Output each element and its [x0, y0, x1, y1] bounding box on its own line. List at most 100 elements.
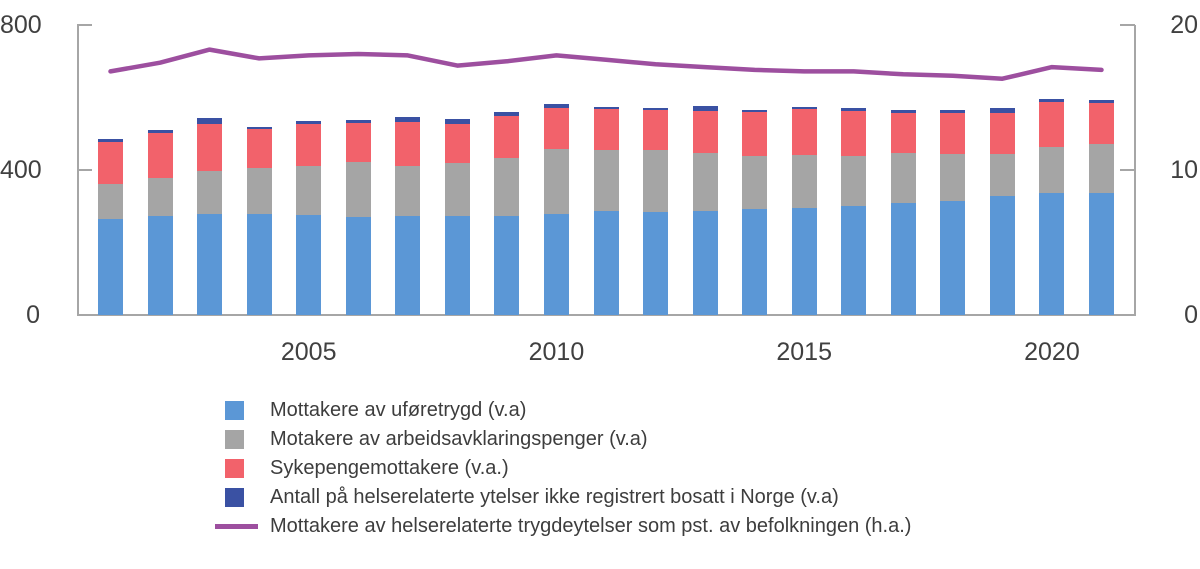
- bar-2017-arbeidsavklaringspenger: [890, 153, 916, 204]
- bar-2003-uforetrygd: [197, 213, 223, 315]
- left-axis-label-800: 800: [0, 11, 42, 39]
- legend-label: Mottakere av helserelaterte trygdeytelse…: [270, 515, 912, 537]
- bar-2019-arbeidsavklaringspenger: [989, 154, 1015, 196]
- bar-2005-uforetrygd: [296, 214, 322, 315]
- pst-av-befolkningen-line-swatch-icon: [215, 524, 258, 529]
- bar-2006-uforetrygd: [345, 216, 371, 315]
- bar-2009-sykepenger: [494, 115, 520, 158]
- bar-2020-ikke-registrert-bosatt: [1039, 99, 1065, 102]
- x-axis-label-2020: 2020: [1024, 338, 1080, 366]
- bar-2016-uforetrygd: [841, 205, 867, 315]
- bar-2017-ikke-registrert-bosatt: [890, 110, 916, 113]
- legend: Mottakere av uføretrygd (v.a) Motakere av…: [215, 396, 911, 541]
- bar-2020-arbeidsavklaringspenger: [1039, 146, 1065, 193]
- bar-2011-ikke-registrert-bosatt: [593, 107, 619, 110]
- left-axis-label-400: 400: [0, 156, 42, 184]
- legend-swatch-cell: [215, 524, 270, 529]
- bar-2012-uforetrygd: [643, 211, 669, 315]
- bar-2009-arbeidsavklaringspenger: [494, 157, 520, 217]
- bar-2007-sykepenger: [395, 121, 421, 166]
- bar-2012-sykepenger: [643, 109, 669, 151]
- legend-item-sykepenger: Sykepengemottakere (v.a.): [215, 454, 911, 483]
- legend-item-pst-av-befolkningen: Mottakere av helserelaterte trygdeytelse…: [215, 512, 911, 541]
- bar-2002-arbeidsavklaringspenger: [147, 178, 173, 217]
- bar-2002-sykepenger: [147, 133, 173, 179]
- bar-2006-sykepenger: [345, 122, 371, 163]
- bar-2010-uforetrygd: [543, 213, 569, 315]
- bar-2010-sykepenger: [543, 108, 569, 150]
- bar-2005-arbeidsavklaringspenger: [296, 166, 322, 215]
- x-axis-line: [77, 314, 1136, 316]
- bar-2019-ikke-registrert-bosatt: [989, 107, 1015, 114]
- bar-2004-ikke-registrert-bosatt: [246, 126, 272, 130]
- bar-2001-sykepenger: [98, 142, 123, 185]
- bar-2021-arbeidsavklaringspenger: [1089, 144, 1114, 193]
- bar-2009-uforetrygd: [494, 216, 520, 315]
- left-axis-label-0: 0: [26, 301, 40, 329]
- legend-label: Sykepengemottakere (v.a.): [270, 457, 509, 479]
- x-axis-label-2005: 2005: [280, 338, 337, 366]
- legend-item-uforetrygd: Mottakere av uføretrygd (v.a): [215, 396, 911, 425]
- bar-2012-arbeidsavklaringspenger: [643, 150, 669, 212]
- right-axis-label-20: 20: [1170, 11, 1198, 39]
- bar-2014-arbeidsavklaringspenger: [742, 155, 768, 209]
- bar-2001-ikke-registrert-bosatt: [98, 139, 123, 143]
- bar-2003-arbeidsavklaringspenger: [197, 170, 223, 214]
- bar-2018-arbeidsavklaringspenger: [940, 154, 966, 202]
- bar-2015-uforetrygd: [791, 208, 817, 315]
- legend-swatch-cell: [215, 401, 270, 420]
- bar-2010-arbeidsavklaringspenger: [543, 149, 569, 214]
- bar-2021-ikke-registrert-bosatt: [1089, 100, 1114, 103]
- bar-2011-sykepenger: [593, 109, 619, 151]
- left-axis-tick-400: [77, 169, 92, 171]
- bar-2020-sykepenger: [1039, 101, 1065, 147]
- bar-2008-sykepenger: [444, 123, 470, 164]
- bar-2005-ikke-registrert-bosatt: [296, 121, 322, 124]
- legend-label: Antall på helserelaterte ytelser ikke re…: [270, 486, 839, 508]
- legend-label: Motakere av arbeidsavklaringspenger (v.a…: [270, 428, 648, 450]
- legend-label: Mottakere av uføretrygd (v.a): [270, 399, 527, 421]
- legend-swatch-cell: [215, 430, 270, 449]
- bar-2004-arbeidsavklaringspenger: [246, 168, 272, 215]
- bar-2020-uforetrygd: [1039, 192, 1065, 315]
- bar-2016-arbeidsavklaringspenger: [841, 155, 867, 206]
- x-axis-label-2010: 2010: [528, 338, 585, 366]
- right-axis-line: [1134, 25, 1136, 315]
- bar-2017-sykepenger: [890, 112, 916, 154]
- bar-2019-sykepenger: [989, 113, 1015, 155]
- ikke-registrert-bosatt-swatch-icon: [225, 488, 244, 507]
- bar-2010-ikke-registrert-bosatt: [543, 103, 569, 109]
- uforetrygd-swatch-icon: [225, 401, 244, 420]
- bar-2007-ikke-registrert-bosatt: [395, 117, 421, 122]
- bar-2011-uforetrygd: [593, 211, 619, 315]
- bar-2004-sykepenger: [246, 129, 272, 169]
- bar-2005-sykepenger: [296, 123, 322, 167]
- bar-2016-sykepenger: [841, 110, 867, 156]
- bar-2018-ikke-registrert-bosatt: [940, 110, 966, 114]
- bar-2014-sykepenger: [742, 112, 768, 156]
- bar-2021-sykepenger: [1089, 102, 1114, 145]
- bar-2008-uforetrygd: [444, 216, 470, 315]
- sykepenger-swatch-icon: [225, 459, 244, 478]
- right-axis-label-10: 10: [1170, 156, 1198, 184]
- bar-2018-uforetrygd: [940, 201, 966, 315]
- arbeidsavklaringspenger-swatch-icon: [225, 430, 244, 449]
- bar-2013-ikke-registrert-bosatt: [692, 105, 718, 112]
- percentage-line: [108, 47, 1104, 81]
- bar-2006-ikke-registrert-bosatt: [345, 120, 371, 123]
- bar-2015-arbeidsavklaringspenger: [791, 154, 817, 209]
- bar-2003-sykepenger: [197, 123, 223, 171]
- bar-2007-arbeidsavklaringspenger: [395, 165, 421, 217]
- right-axis-label-0: 0: [1184, 301, 1198, 329]
- bar-2021-uforetrygd: [1089, 192, 1114, 315]
- bar-2014-uforetrygd: [742, 208, 768, 315]
- bar-2019-uforetrygd: [989, 195, 1015, 315]
- bar-2013-arbeidsavklaringspenger: [692, 152, 718, 212]
- bar-2014-ikke-registrert-bosatt: [742, 109, 768, 113]
- bar-2007-uforetrygd: [395, 216, 421, 315]
- bar-2011-arbeidsavklaringspenger: [593, 150, 619, 212]
- legend-swatch-cell: [215, 488, 270, 507]
- bar-2015-ikke-registrert-bosatt: [791, 106, 817, 110]
- bar-2002-ikke-registrert-bosatt: [147, 130, 173, 134]
